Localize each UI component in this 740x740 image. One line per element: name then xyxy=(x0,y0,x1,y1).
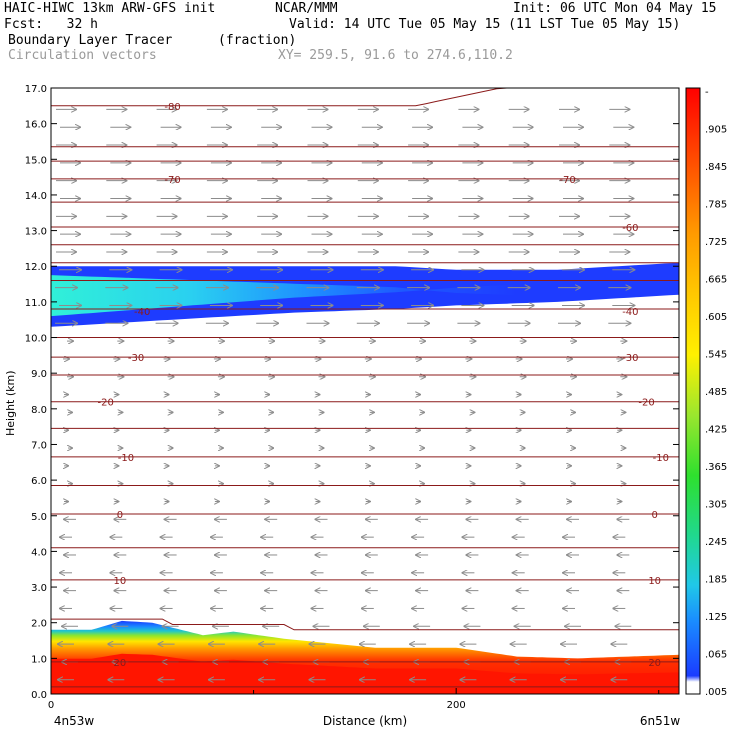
contour-label: 0 xyxy=(652,510,658,521)
boundary-layer-core xyxy=(51,653,679,694)
contour-label: -80 xyxy=(164,102,180,113)
colorbar-label: .365 xyxy=(705,462,727,473)
x-tick-label: 200 xyxy=(447,700,466,711)
colorbar-label: .065 xyxy=(705,650,727,661)
y-tick-label: 5.0 xyxy=(31,512,47,523)
contour-label: -30 xyxy=(128,353,144,364)
colorbar-label: .845 xyxy=(705,162,727,173)
contour-label: 0 xyxy=(117,510,123,521)
org-label: NCAR/MMM xyxy=(275,1,338,16)
colorbar-label: .725 xyxy=(705,237,727,248)
contour-label: 20 xyxy=(648,658,661,669)
y-tick-label: 8.0 xyxy=(31,405,47,416)
y-tick-label: 11.0 xyxy=(25,298,47,309)
contour-label: -30 xyxy=(622,353,638,364)
colorbar-label: .245 xyxy=(705,537,727,548)
x-right-endpoint: 6n51w xyxy=(640,714,681,728)
y-tick-label: 2.0 xyxy=(31,619,47,630)
colorbar-label: .485 xyxy=(705,387,727,398)
contour-label: -20 xyxy=(638,398,654,409)
contour-label: 10 xyxy=(648,576,661,587)
contour-label: -10 xyxy=(118,453,134,464)
colorbar-label: .425 xyxy=(705,425,727,436)
vectors-label: Circulation vectors xyxy=(8,48,157,63)
x-axis-title: Distance (km) xyxy=(323,714,407,728)
valid-time: Valid: 14 UTC Tue 05 May 15 (11 LST Tue … xyxy=(289,17,681,32)
y-tick-label: 12.0 xyxy=(25,262,47,273)
upper-tracer-layer xyxy=(51,262,679,327)
contour-label: -40 xyxy=(134,307,150,318)
forecast-hour: Fcst: 32 h xyxy=(4,17,98,32)
contour-label: -60 xyxy=(622,223,638,234)
contour-label: -40 xyxy=(622,307,638,318)
y-tick-label: 13.0 xyxy=(25,227,47,238)
y-tick-label: 10.0 xyxy=(25,334,47,345)
colorbar-label: .545 xyxy=(705,350,727,361)
y-tick-label: 9.0 xyxy=(31,369,47,380)
temperature-contour xyxy=(51,618,679,631)
xy-range: XY= 259.5, 91.6 to 274.6,110.2 xyxy=(278,48,513,63)
y-tick-label: 14.0 xyxy=(25,191,47,202)
contour-label: -10 xyxy=(653,453,669,464)
y-tick-label: 17.0 xyxy=(25,84,47,95)
y-tick-label: 4.0 xyxy=(31,547,47,558)
x-tick-label: 0 xyxy=(48,700,54,711)
field-name: Boundary Layer Tracer xyxy=(8,33,173,48)
y-axis-title: Height (km) xyxy=(4,370,17,436)
colorbar-label: .125 xyxy=(705,612,727,623)
y-tick-label: 6.0 xyxy=(31,476,47,487)
colorbar-label: .305 xyxy=(705,500,727,511)
contour-label: -20 xyxy=(98,398,114,409)
colorbar-label: - xyxy=(705,87,709,98)
colorbar-label: .665 xyxy=(705,275,727,286)
colorbar-label: .785 xyxy=(705,200,727,211)
colorbar-label: .905 xyxy=(705,125,727,136)
field-units: (fraction) xyxy=(218,33,297,48)
x-left-endpoint: 4n53w xyxy=(54,714,95,728)
colorbar-label: .185 xyxy=(705,575,727,586)
y-tick-label: 15.0 xyxy=(25,155,47,166)
model-title: HAIC-HIWC 13km ARW-GFS init xyxy=(4,1,216,16)
contour-label: -70 xyxy=(559,175,575,186)
contour-label: -70 xyxy=(164,175,180,186)
y-tick-label: 16.0 xyxy=(25,120,47,131)
contour-label: 10 xyxy=(114,576,127,587)
colorbar-label: .605 xyxy=(705,312,727,323)
init-label: Init: 06 UTC Mon 04 May 15 xyxy=(513,1,717,16)
colorbar-label: .005 xyxy=(705,687,727,698)
y-tick-label: 1.0 xyxy=(31,654,47,665)
y-tick-label: 0.0 xyxy=(31,690,47,701)
y-tick-label: 7.0 xyxy=(31,440,47,451)
contour-label: 20 xyxy=(114,658,127,669)
plot-frame xyxy=(50,87,680,695)
y-tick-label: 3.0 xyxy=(31,583,47,594)
colorbar xyxy=(685,87,701,695)
